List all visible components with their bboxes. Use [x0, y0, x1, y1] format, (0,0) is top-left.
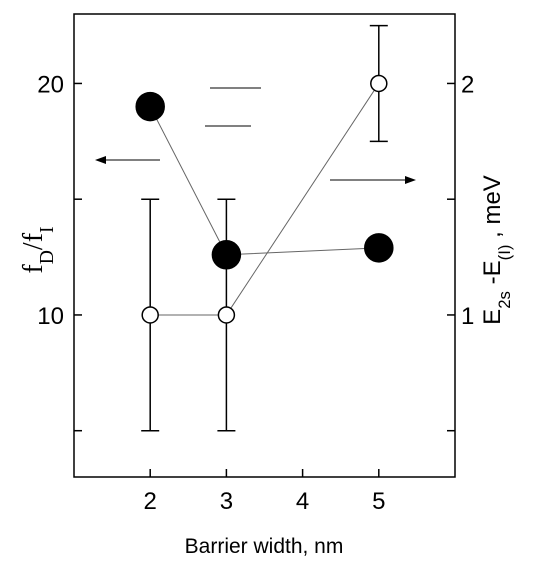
data-point	[135, 91, 165, 122]
data-point	[217, 306, 236, 324]
x-tick-label: 3	[220, 488, 233, 515]
left-arrow	[95, 156, 160, 164]
label-part: /f	[18, 232, 49, 250]
x-tick-label: 5	[372, 488, 385, 515]
x-axis-label: Barrier width, nm	[185, 535, 344, 558]
label-part: -E	[479, 260, 506, 291]
label-part: , meV	[479, 175, 506, 244]
y-axis-label: fD/fI	[18, 226, 58, 273]
label-part: E	[479, 309, 506, 325]
y-tick-label: 1	[461, 303, 474, 330]
y-tick-label: 20	[37, 71, 64, 98]
data-point	[364, 233, 394, 263]
label-part: I	[37, 226, 58, 233]
data-point	[141, 306, 159, 324]
right-arrow	[330, 176, 416, 184]
label-part: D	[37, 250, 58, 264]
plot-frame	[73, 13, 456, 478]
label-part: 2s	[495, 291, 514, 309]
series-line	[150, 83, 380, 316]
y-tick-label: 2	[461, 71, 474, 98]
y2-axis-label: E2s -E(I) , meV	[479, 175, 514, 325]
series-line	[149, 106, 379, 256]
x-tick-label: 2	[144, 488, 157, 515]
label-part: f	[18, 264, 49, 274]
data-point	[370, 74, 388, 93]
label-part: (I)	[495, 245, 514, 261]
y-tick-label: 10	[37, 303, 64, 330]
x-tick-label: 4	[296, 488, 309, 515]
